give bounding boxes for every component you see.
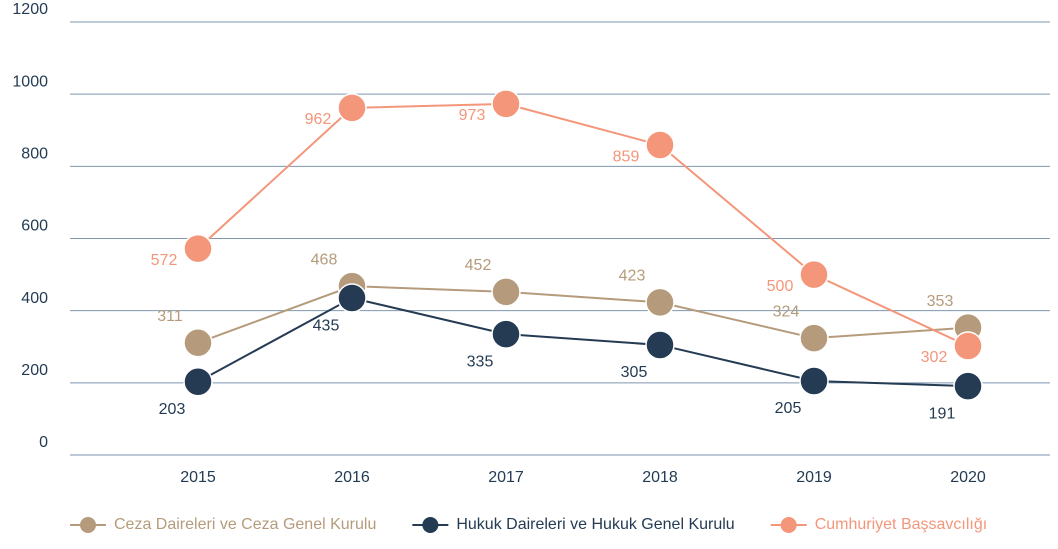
series-line [197,102,969,347]
marker [645,130,675,160]
x-tick-label: 2016 [334,469,370,486]
series-line [197,285,969,344]
y-tick-label: 400 [21,290,48,307]
legend-label: Ceza Daireleri ve Ceza Genel Kurulu [114,516,376,533]
data-label: 423 [619,268,646,285]
data-label: 452 [465,257,492,274]
data-label: 572 [151,252,178,269]
marker [799,366,829,396]
data-label: 205 [775,400,802,417]
x-tick-label: 2015 [180,469,216,486]
marker [799,323,829,353]
y-tick-label: 1000 [12,73,48,90]
data-label: 305 [621,364,648,381]
series-line [197,296,969,388]
data-label: 203 [159,401,186,418]
x-tick-label: 2017 [488,469,524,486]
legend-marker [780,517,797,533]
x-tick-label: 2018 [642,469,678,486]
data-label: 859 [613,148,640,165]
legend-label: Hukuk Daireleri ve Hukuk Genel Kurulu [456,516,734,533]
y-tick-label: 600 [21,218,48,235]
y-tick-label: 200 [21,362,48,379]
marker [183,328,213,358]
y-tick-label: 800 [21,146,48,163]
data-label: 435 [313,317,340,334]
legend-label: Cumhuriyet Başsavcılığı [815,516,988,533]
data-label: 311 [157,308,183,325]
data-label: 324 [773,303,800,320]
data-label: 500 [767,278,794,295]
data-label: 335 [467,353,494,370]
marker [953,371,983,401]
marker [183,233,213,264]
x-tick-label: 2020 [950,469,986,486]
data-label: 353 [927,293,954,310]
marker [491,319,521,349]
marker [953,331,983,361]
x-tick-label: 2019 [796,469,832,486]
y-tick-label: 0 [39,434,48,451]
marker [337,93,367,123]
y-tick-label: 1200 [12,1,48,18]
data-label: 191 [929,405,956,422]
data-label: 973 [459,107,486,124]
marker [337,283,367,313]
data-label: 962 [305,111,332,128]
data-label: 468 [311,251,338,268]
marker [799,259,829,290]
marker [491,277,521,307]
data-label: 302 [921,349,948,366]
marker [645,287,675,318]
marker [645,330,675,360]
legend-marker [422,517,439,533]
marker [183,367,213,397]
marker [491,89,521,119]
legend-marker [80,517,96,533]
